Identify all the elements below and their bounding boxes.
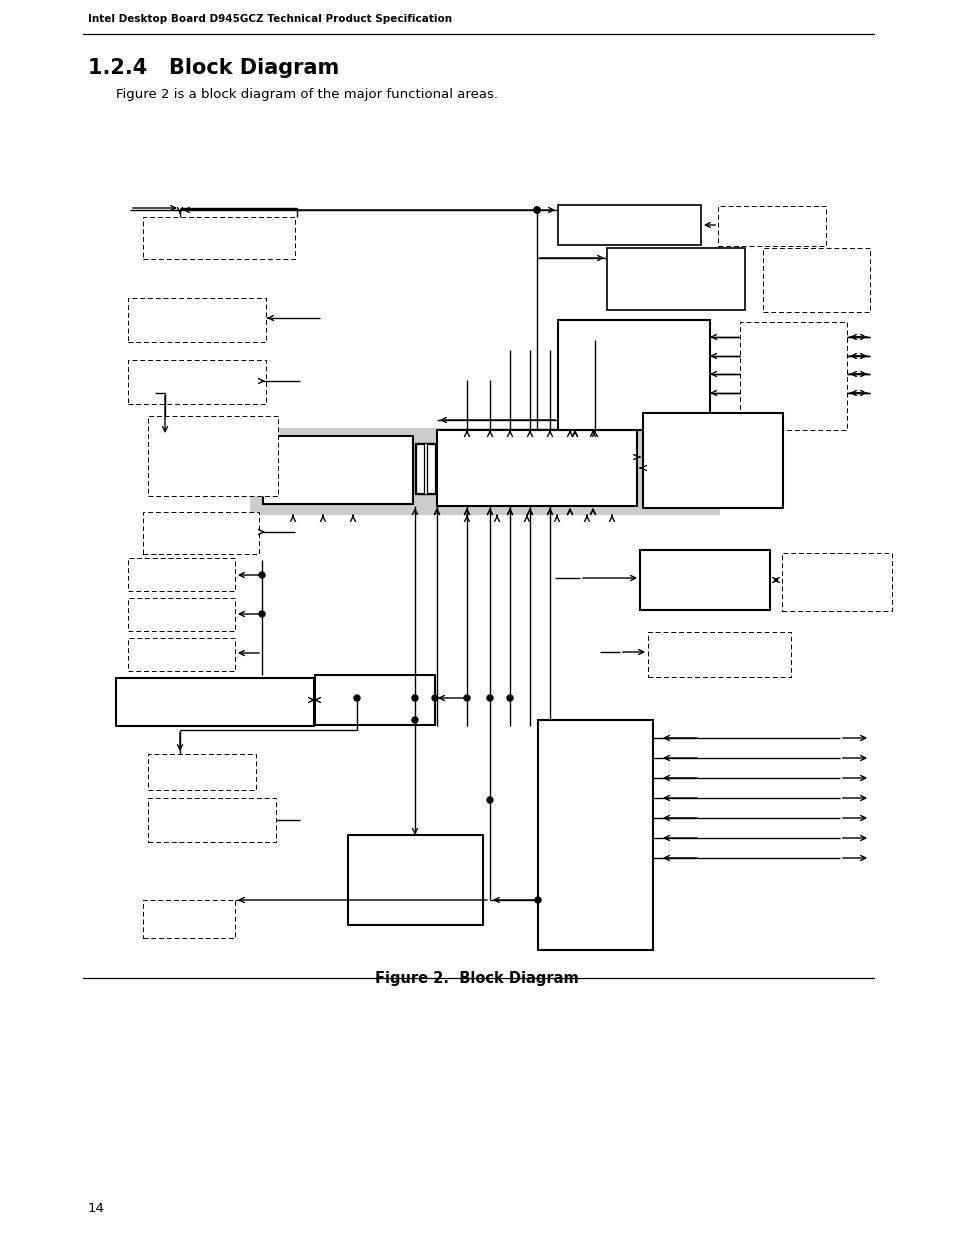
Bar (128, 638, 234, 671)
Bar (128, 558, 234, 592)
Bar (740, 322, 846, 430)
Circle shape (432, 695, 437, 701)
Bar (781, 553, 891, 611)
Text: 1.2.4   Block Diagram: 1.2.4 Block Diagram (88, 58, 339, 78)
Bar (427, 445, 435, 493)
Text: 14: 14 (88, 1202, 105, 1215)
Bar (639, 550, 769, 610)
Text: Figure 2 is a block diagram of the major functional areas.: Figure 2 is a block diagram of the major… (116, 88, 497, 101)
Bar (143, 217, 294, 259)
Bar (148, 416, 277, 496)
Bar (537, 720, 652, 950)
Text: Intel Desktop Board D945GCZ Technical Product Specification: Intel Desktop Board D945GCZ Technical Pr… (88, 14, 452, 23)
Bar (263, 436, 413, 504)
Circle shape (486, 797, 493, 803)
Bar (415, 443, 435, 494)
Circle shape (535, 897, 540, 903)
Bar (416, 445, 423, 493)
Circle shape (534, 207, 539, 212)
Bar (250, 429, 720, 515)
Circle shape (534, 207, 539, 212)
Circle shape (412, 695, 417, 701)
Bar (348, 835, 482, 925)
Text: Figure 2.  Block Diagram: Figure 2. Block Diagram (375, 971, 578, 986)
Bar (436, 430, 637, 506)
Bar (647, 632, 790, 677)
Bar (128, 298, 266, 342)
Circle shape (258, 572, 265, 578)
Bar (606, 248, 744, 310)
Bar (558, 205, 700, 245)
Bar (762, 248, 869, 312)
Bar (148, 798, 275, 842)
Bar (143, 513, 258, 555)
Bar (314, 676, 435, 725)
Circle shape (412, 718, 417, 722)
Bar (558, 320, 709, 430)
Bar (128, 359, 266, 404)
Circle shape (486, 695, 493, 701)
Bar (416, 445, 435, 493)
Bar (148, 755, 255, 790)
Bar (642, 412, 782, 508)
Circle shape (258, 611, 265, 618)
Circle shape (354, 695, 359, 701)
Bar (718, 206, 825, 246)
Bar (128, 598, 234, 631)
Circle shape (463, 695, 470, 701)
Bar (143, 900, 234, 939)
Circle shape (506, 695, 513, 701)
Bar (116, 678, 314, 726)
